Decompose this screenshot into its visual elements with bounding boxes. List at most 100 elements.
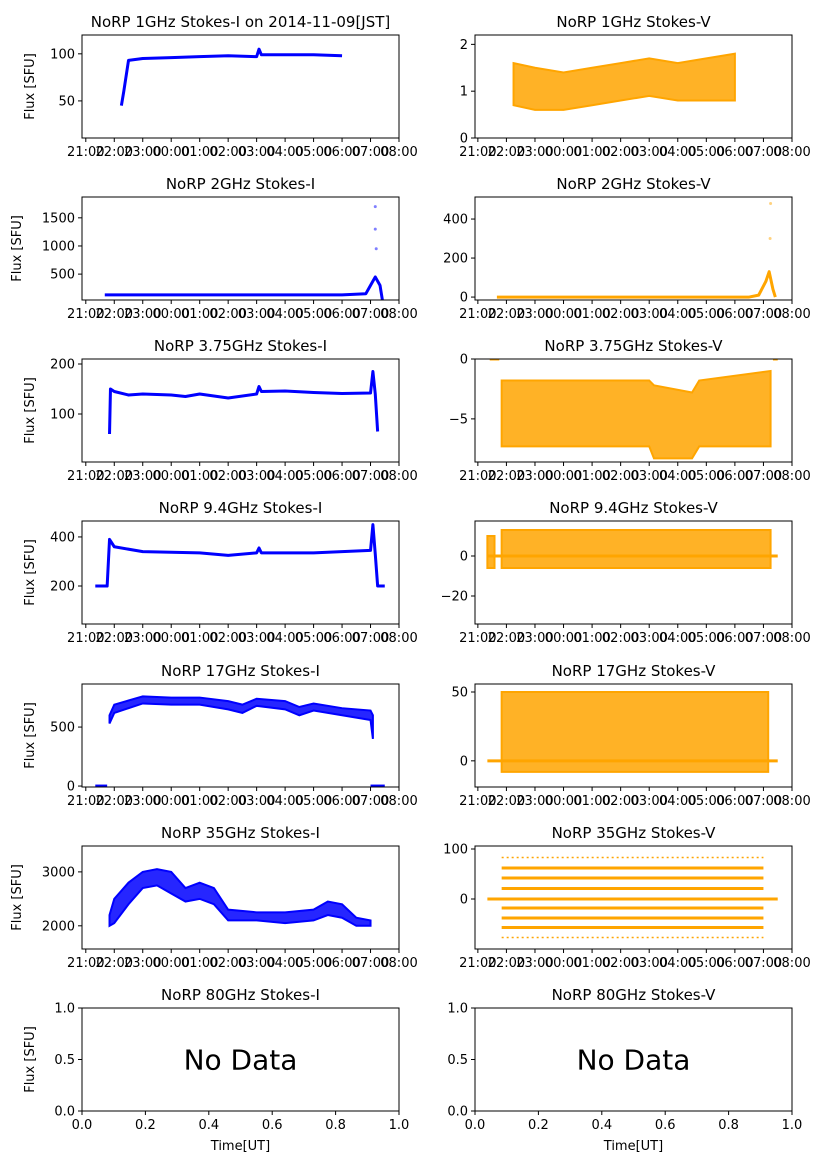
y-tick-label: 100 <box>443 843 468 858</box>
y-axis-label: Flux [SFU] <box>23 702 38 769</box>
x-tick-label: 08:00 <box>380 956 417 971</box>
y-tick-label: 1.0 <box>447 1002 468 1017</box>
x-tick-label: 04:00 <box>659 307 696 322</box>
x-tick-label: 07:00 <box>352 469 389 484</box>
x-tick-label: 04:00 <box>266 145 303 160</box>
series-band-0 <box>108 695 374 739</box>
x-tick-label: 22:00 <box>96 956 133 971</box>
y-tick-label: 0 <box>460 754 468 769</box>
x-tick-label: 07:00 <box>352 956 389 971</box>
x-tick-label: 21:00 <box>459 631 496 646</box>
data-point-1-1 <box>768 237 772 241</box>
x-tick-label: 06:00 <box>716 794 753 809</box>
x-tick-label: 02:00 <box>602 145 639 160</box>
x-tick-label: 07:00 <box>745 469 782 484</box>
x-tick-label: 04:00 <box>266 469 303 484</box>
data-point-1-1 <box>373 227 377 231</box>
data-layer <box>512 52 736 111</box>
x-tick-label: 23:00 <box>516 956 553 971</box>
x-tick-label: 23:00 <box>124 145 161 160</box>
y-tick-label: 200 <box>50 579 75 594</box>
y-tick-label: 500 <box>50 721 75 736</box>
x-tick-label: 0.8 <box>718 1118 739 1133</box>
x-tick-label: 23:00 <box>124 307 161 322</box>
series-band-1 <box>500 529 772 569</box>
x-tick-label: 00:00 <box>545 956 582 971</box>
x-tick-label: 03:00 <box>238 469 275 484</box>
chart-title: NoRP 9.4GHz Stokes-V <box>549 499 718 517</box>
x-tick-label: 06:00 <box>716 307 753 322</box>
x-tick-label: 01:00 <box>181 631 218 646</box>
x-tick-label: 00:00 <box>152 307 189 322</box>
x-tick-label: 23:00 <box>516 307 553 322</box>
subplot-1: NoRP 1GHz Stokes-V21:0022:0023:0000:0001… <box>459 13 811 160</box>
x-tick-label: 02:00 <box>602 307 639 322</box>
x-tick-label: 05:00 <box>295 794 332 809</box>
chart-title: NoRP 80GHz Stokes-V <box>552 986 717 1004</box>
data-point-1-2 <box>374 247 378 251</box>
chart-title: NoRP 1GHz Stokes-I on 2014-11-09[JST] <box>91 13 391 31</box>
x-tick-label: 02:00 <box>602 469 639 484</box>
axes-frame <box>81 34 400 139</box>
x-tick-label: 03:00 <box>630 307 667 322</box>
y-tick-label: 400 <box>443 213 468 228</box>
x-tick-label: 21:00 <box>67 307 104 322</box>
x-tick-label: 01:00 <box>181 794 218 809</box>
x-tick-label: 03:00 <box>630 631 667 646</box>
x-tick-label: 03:00 <box>630 794 667 809</box>
x-tick-label: 1.0 <box>782 1118 803 1133</box>
data-layer <box>95 695 385 787</box>
y-tick-label: 100 <box>50 47 75 62</box>
x-tick-label: 08:00 <box>773 145 810 160</box>
series-line-0 <box>108 370 380 435</box>
chart-title: NoRP 80GHz Stokes-I <box>161 986 320 1004</box>
x-tick-label: 22:00 <box>96 794 133 809</box>
x-tick-label: 01:00 <box>573 307 610 322</box>
x-tick-label: 00:00 <box>152 794 189 809</box>
y-tick-label: 200 <box>443 252 468 267</box>
series-line-0 <box>496 270 777 299</box>
x-tick-label: 23:00 <box>516 631 553 646</box>
x-tick-label: 21:00 <box>67 956 104 971</box>
y-tick-label: 0.0 <box>54 1105 75 1120</box>
x-tick-label: 06:00 <box>323 145 360 160</box>
x-tick-label: 08:00 <box>380 145 417 160</box>
x-tick-label: 07:00 <box>745 631 782 646</box>
x-tick-label: 08:00 <box>773 631 810 646</box>
x-tick-label: 21:00 <box>459 956 496 971</box>
axes-frame <box>474 358 793 463</box>
x-tick-label: 00:00 <box>545 307 582 322</box>
data-layer <box>95 523 385 588</box>
subplot-7: NoRP 9.4GHz Stokes-V 21:0022:0023:0000:00… <box>441 499 811 646</box>
series-line-0 <box>95 523 385 588</box>
x-tick-label: 23:00 <box>516 794 553 809</box>
x-tick-label: 03:00 <box>630 469 667 484</box>
series-band-0 <box>512 52 736 111</box>
x-tick-label: 05:00 <box>688 631 725 646</box>
y-axis-label: Flux [SFU] <box>10 215 25 282</box>
x-tick-label: 04:00 <box>266 956 303 971</box>
x-tick-label: 00:00 <box>545 469 582 484</box>
x-tick-label: 22:00 <box>96 631 133 646</box>
x-tick-label: 06:00 <box>716 631 753 646</box>
x-tick-label: 05:00 <box>295 956 332 971</box>
x-tick-label: 02:00 <box>209 631 246 646</box>
subplot-9: NoRP 17GHz Stokes-V21:0022:0023:0000:000… <box>451 662 810 809</box>
x-tick-label: 21:00 <box>67 631 104 646</box>
subplot-11: NoRP 35GHz Stokes-V21:0022:0023:0000:000… <box>443 824 811 971</box>
subplot-13: NoRP 80GHz Stokes-V 0.0 0.2 0.4 0.6 0.8 1.0 0.0… <box>447 986 802 1154</box>
x-tick-label: 02:00 <box>209 956 246 971</box>
x-tick-label: 03:00 <box>238 956 275 971</box>
x-tick-label: 23:00 <box>124 794 161 809</box>
x-tick-label: 0.0 <box>465 1118 486 1133</box>
y-tick-label: 0.5 <box>54 1053 75 1068</box>
x-tick-label: 01:00 <box>181 469 218 484</box>
series-line-0 <box>119 47 343 106</box>
subplot-2: NoRP 2GHz Stokes-I 21:0022:0023:0000:0001… <box>10 175 418 322</box>
chart-title: NoRP 3.75GHz Stokes-I <box>154 337 327 355</box>
chart-title: NoRP 17GHz Stokes-V <box>552 662 717 680</box>
x-tick-label: 00:00 <box>152 469 189 484</box>
x-tick-label: 03:00 <box>630 145 667 160</box>
x-tick-label: 07:00 <box>745 794 782 809</box>
x-tick-label: 06:00 <box>323 794 360 809</box>
